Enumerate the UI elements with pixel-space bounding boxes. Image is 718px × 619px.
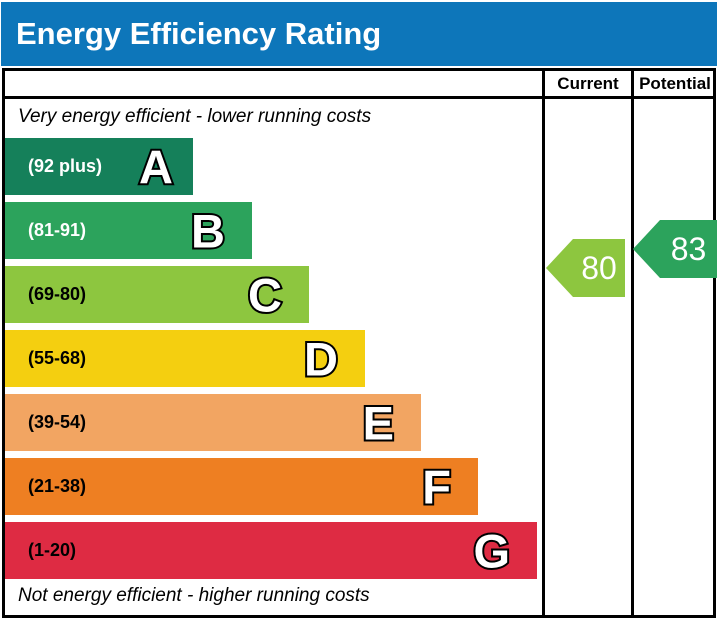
band-d-letter: D — [302, 332, 340, 385]
band-b-letter: B — [189, 204, 227, 257]
band-g-letter: G — [471, 524, 512, 577]
band-g: (1-20) G — [5, 522, 537, 579]
band-a: (92 plus) A — [5, 138, 193, 195]
page-title: Energy Efficiency Rating — [16, 16, 382, 51]
potential-rating-value: 83 — [670, 230, 707, 267]
band-e-range: (39-54) — [28, 412, 87, 432]
band-b: (81-91) B — [5, 202, 252, 259]
divider-header-row — [2, 96, 716, 99]
band-a-range: (92 plus) — [28, 156, 103, 176]
column-header-potential: Potential — [639, 73, 711, 93]
band-e: (39-54) E — [5, 394, 421, 451]
bottom-note: Not energy efficient - higher running co… — [18, 585, 370, 606]
band-a-letter: A — [137, 140, 175, 193]
band-b-range: (81-91) — [28, 220, 87, 240]
band-g-range: (1-20) — [28, 540, 77, 560]
band-d-range: (55-68) — [28, 348, 87, 368]
band-e-letter: E — [361, 396, 396, 449]
band-d: (55-68) D — [5, 330, 365, 387]
chart-frame — [2, 68, 716, 618]
divider-current-column — [542, 68, 545, 618]
band-c: (69-80) C — [5, 266, 309, 323]
title-bar: Energy Efficiency Rating — [1, 2, 717, 66]
potential-rating-arrow: 83 — [633, 220, 717, 278]
column-header-current: Current — [557, 73, 619, 93]
band-c-letter: C — [246, 268, 284, 321]
band-f: (21-38) F — [5, 458, 478, 515]
current-rating-value: 80 — [581, 249, 617, 286]
divider-potential-column — [631, 68, 634, 618]
band-f-range: (21-38) — [28, 476, 87, 496]
band-f-letter: F — [420, 460, 453, 513]
top-note: Very energy efficient - lower running co… — [18, 106, 372, 127]
band-c-range: (69-80) — [28, 284, 87, 304]
